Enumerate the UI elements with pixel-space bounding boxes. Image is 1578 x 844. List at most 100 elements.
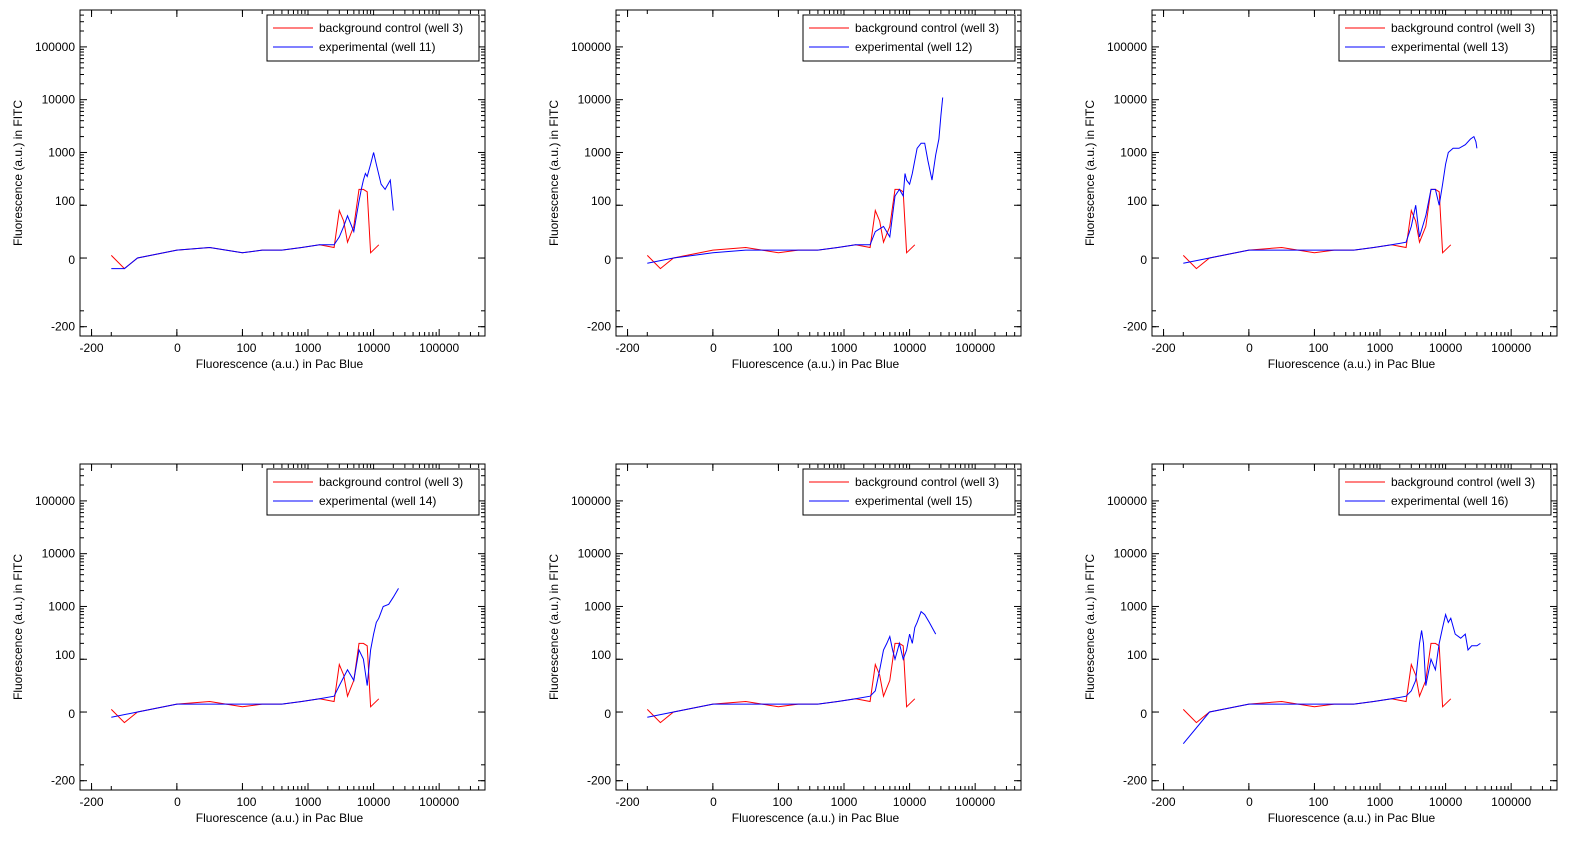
y-tick-label: 100: [55, 648, 75, 662]
x-tick-label: 1000: [295, 795, 322, 809]
x-tick-label: 100: [772, 795, 792, 809]
legend-box: [802, 468, 1016, 516]
series-line-background: [646, 188, 916, 270]
legend-entry: background control (well 3): [855, 475, 999, 489]
y-tick-label: 1000: [584, 599, 611, 613]
legend: background control (well 3) experimental …: [802, 468, 1016, 516]
x-tick-label: 1000: [831, 795, 858, 809]
x-tick-label: -200: [616, 795, 640, 809]
x-tick-label: 100000: [419, 795, 459, 809]
y-tick-label: 100000: [571, 494, 611, 508]
series-line-background: [110, 642, 380, 724]
y-tick-label: 100000: [1107, 494, 1147, 508]
legend-box: [266, 14, 480, 62]
x-tick-label: 10000: [357, 341, 391, 355]
x-axis-label: Fluorescence (a.u.) in Pac Blue: [1268, 811, 1436, 825]
x-tick-label: 0: [174, 341, 181, 355]
legend-entry: experimental (well 16): [1391, 494, 1508, 508]
x-tick-label: 10000: [893, 341, 927, 355]
x-axis-label: Fluorescence (a.u.) in Pac Blue: [732, 811, 900, 825]
y-tick-label: 100000: [35, 40, 75, 54]
x-tick-label: 100: [1308, 341, 1328, 355]
legend-entry: experimental (well 14): [319, 494, 436, 508]
series-line-background: [1182, 642, 1452, 724]
x-tick-label: 1000: [295, 341, 322, 355]
x-tick-label: 100000: [1491, 795, 1531, 809]
y-tick-label: 1000: [48, 145, 75, 159]
y-tick-label: -200: [51, 320, 75, 334]
y-tick-label: 10000: [42, 93, 76, 107]
legend-entry: experimental (well 15): [855, 494, 972, 508]
y-tick-label: -200: [1123, 774, 1147, 788]
y-tick-label: 1000: [48, 599, 75, 613]
x-tick-label: 0: [174, 795, 181, 809]
y-tick-label: 0: [1140, 707, 1147, 721]
series-line-experimental: [647, 97, 944, 264]
series-line-experimental: [1183, 135, 1478, 264]
y-tick-label: 10000: [578, 93, 612, 107]
subplot-5: -200 0 100 1000 10000 100000 -200 0 100 1000 10000…: [547, 463, 1022, 825]
x-tick-label: 10000: [1429, 795, 1463, 809]
series-line-experimental: [647, 610, 937, 718]
series-line-experimental: [111, 588, 399, 718]
y-axis-label: Fluorescence (a.u.) in FITC: [11, 554, 25, 700]
x-tick-label: 100: [772, 341, 792, 355]
series-line-experimental: [1182, 612, 1481, 745]
x-tick-label: 100000: [955, 795, 995, 809]
legend: background control (well 3) experimental …: [266, 468, 480, 516]
x-tick-label: -200: [616, 341, 640, 355]
subplot-2: -200 0 100 1000 10000 100000 -200 0 100 1000 10000…: [547, 9, 1022, 371]
y-tick-label: -200: [51, 774, 75, 788]
y-tick-label: 100000: [1107, 40, 1147, 54]
x-tick-label: 100: [236, 795, 256, 809]
x-tick-label: 100: [236, 341, 256, 355]
x-tick-label: -200: [80, 795, 104, 809]
y-axis-label: Fluorescence (a.u.) in FITC: [547, 100, 561, 246]
y-axis-label: Fluorescence (a.u.) in FITC: [1083, 100, 1097, 246]
x-tick-label: 100000: [1491, 341, 1531, 355]
y-tick-label: 0: [68, 707, 75, 721]
legend: background control (well 3) experimental …: [802, 14, 1016, 62]
subplot-3: -200 0 100 1000 10000 100000 -200 0 100 1000 10000…: [1083, 9, 1558, 371]
y-tick-label: 10000: [1114, 547, 1148, 561]
x-tick-label: 100000: [419, 341, 459, 355]
y-tick-label: 100: [55, 194, 75, 208]
x-tick-label: 0: [1246, 341, 1253, 355]
x-tick-label: -200: [1152, 795, 1176, 809]
legend-entry: background control (well 3): [855, 21, 999, 35]
x-axis-label: Fluorescence (a.u.) in Pac Blue: [196, 811, 364, 825]
legend: background control (well 3) experimental …: [1338, 14, 1552, 62]
subplot-4: -200 0 100 1000 10000 100000 -200 0 100 1000 10000…: [11, 463, 486, 825]
legend-box: [1338, 14, 1552, 62]
x-tick-label: 0: [710, 341, 717, 355]
y-tick-label: -200: [1123, 320, 1147, 334]
x-tick-label: 10000: [893, 795, 927, 809]
y-tick-label: 1000: [1120, 145, 1147, 159]
y-tick-label: 100: [1127, 194, 1147, 208]
y-tick-label: 0: [604, 707, 611, 721]
legend-entry: background control (well 3): [319, 21, 463, 35]
x-tick-label: -200: [1152, 341, 1176, 355]
y-tick-label: 0: [68, 253, 75, 267]
x-tick-label: 10000: [1429, 341, 1463, 355]
y-axis-label: Fluorescence (a.u.) in FITC: [1083, 554, 1097, 700]
legend: background control (well 3) experimental …: [266, 14, 480, 62]
y-tick-label: 10000: [1114, 93, 1148, 107]
y-tick-label: 100: [1127, 648, 1147, 662]
series-line-background: [646, 642, 916, 724]
x-tick-label: 1000: [1367, 795, 1394, 809]
y-tick-label: -200: [587, 320, 611, 334]
series-line-experimental: [111, 152, 394, 270]
x-tick-label: 1000: [831, 341, 858, 355]
y-axis-label: Fluorescence (a.u.) in FITC: [11, 100, 25, 246]
y-tick-label: 100: [591, 648, 611, 662]
legend-box: [266, 468, 480, 516]
x-tick-label: -200: [80, 341, 104, 355]
y-axis-label: Fluorescence (a.u.) in FITC: [547, 554, 561, 700]
y-tick-label: 100: [591, 194, 611, 208]
x-tick-label: 0: [710, 795, 717, 809]
legend-entry: experimental (well 11): [319, 40, 436, 54]
subplot-6: -200 0 100 1000 10000 100000 -200 0 100 1000 10000…: [1083, 463, 1558, 825]
legend-box: [1338, 468, 1552, 516]
